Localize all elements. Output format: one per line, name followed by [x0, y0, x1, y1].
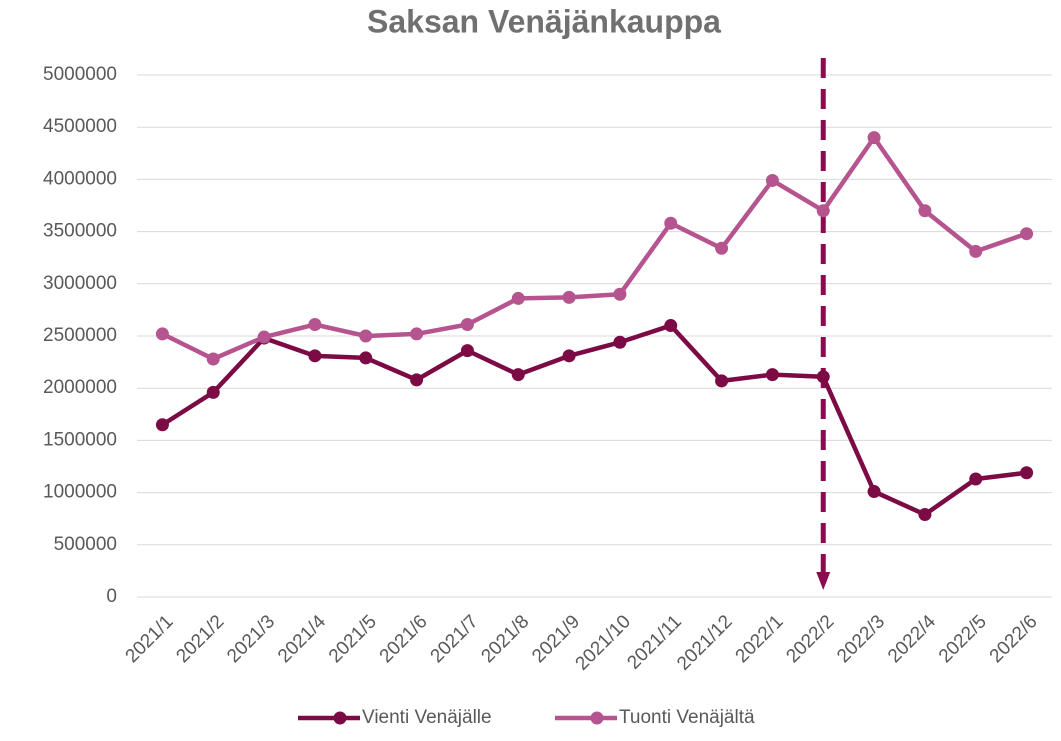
point	[816, 204, 830, 218]
point	[715, 374, 729, 388]
x-tick-label: 2022/6	[986, 611, 1042, 667]
point	[460, 344, 474, 358]
point	[359, 351, 373, 365]
y-tick-label: 1500000	[43, 429, 117, 450]
point	[155, 418, 169, 432]
legend-label: Vienti Venäjälle	[362, 707, 492, 728]
point	[765, 368, 779, 382]
point	[613, 287, 627, 301]
point	[460, 318, 474, 332]
x-tick-label: 2022/3	[833, 611, 889, 667]
y-tick-label: 0	[106, 586, 117, 607]
y-tick-label: 4500000	[43, 116, 117, 137]
point	[867, 131, 881, 145]
y-tick-label: 3000000	[43, 273, 117, 294]
point	[816, 370, 830, 384]
x-tick-label: 2021/8	[477, 611, 533, 667]
point	[969, 244, 983, 258]
point	[562, 349, 576, 363]
point	[715, 241, 729, 255]
point	[206, 352, 220, 366]
point	[867, 485, 881, 499]
point	[308, 349, 322, 363]
x-tick-label: 2022/1	[732, 611, 788, 667]
point	[1020, 227, 1034, 241]
x-tick-label: 2021/1	[122, 611, 178, 667]
chart-title: Saksan Venäjänkauppa	[367, 3, 721, 39]
x-tick-label: 2021/3	[223, 611, 279, 667]
y-tick-label: 5000000	[43, 64, 117, 85]
legend-marker	[590, 711, 604, 725]
point	[155, 327, 169, 341]
x-tick-label: 2021/4	[274, 611, 330, 667]
point	[359, 329, 373, 343]
y-tick-label: 500000	[54, 534, 117, 555]
y-tick-label: 2500000	[43, 325, 117, 346]
y-tick-label: 1000000	[43, 482, 117, 503]
x-tick-label: 2021/7	[427, 611, 483, 667]
point	[664, 319, 678, 333]
point	[308, 318, 322, 332]
series-line	[161, 135, 1028, 362]
annotation-arrowhead	[816, 572, 831, 590]
point	[613, 335, 627, 349]
x-tick-label: 2021/12	[673, 611, 736, 674]
point	[562, 290, 576, 304]
y-tick-label: 3500000	[43, 221, 117, 242]
x-tick-label: 2022/2	[782, 611, 838, 667]
x-tick-label: 2022/4	[884, 611, 940, 667]
point	[511, 368, 525, 382]
point	[918, 508, 932, 522]
x-tick-label: 2021/2	[172, 611, 228, 667]
y-tick-label: 4000000	[43, 168, 117, 189]
point	[664, 216, 678, 230]
point	[918, 204, 932, 218]
legend-marker	[333, 711, 347, 725]
series-line	[161, 323, 1027, 517]
point	[1020, 466, 1034, 480]
grid	[137, 74, 1052, 598]
point	[206, 385, 220, 399]
plot	[155, 58, 1034, 590]
x-tick-label: 2022/5	[935, 611, 991, 667]
point	[257, 330, 271, 344]
point	[511, 291, 525, 305]
point	[765, 173, 779, 187]
x-tick-label: 2021/6	[376, 611, 432, 667]
point	[969, 472, 983, 486]
x-tick-label: 2021/5	[325, 611, 381, 667]
point	[410, 373, 424, 387]
x-tick-label: 2021/10	[572, 611, 635, 674]
point	[410, 327, 424, 341]
legend-label: Tuonti Venäjältä	[619, 707, 755, 728]
y-tick-label: 2000000	[43, 377, 117, 398]
